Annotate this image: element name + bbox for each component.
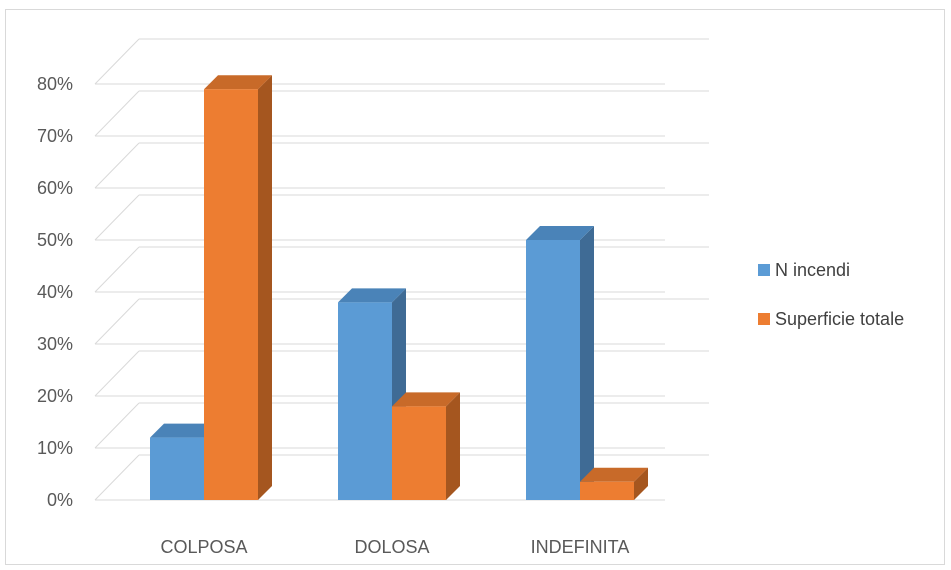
bar-side (258, 75, 272, 500)
gridline-side (94, 90, 140, 137)
bar-top (392, 392, 460, 407)
gridline-side (94, 298, 140, 345)
gridline-side (94, 38, 140, 85)
bar (338, 302, 392, 500)
chart-area (5, 9, 945, 565)
gridline-side (94, 454, 140, 501)
bar (526, 240, 580, 500)
legend-label: Superficie totale (775, 309, 904, 329)
gridline-side (94, 350, 140, 397)
legend-swatch (758, 264, 770, 276)
bar (150, 437, 204, 500)
y-tick-label: 0% (47, 490, 73, 510)
gridline-side (94, 142, 140, 189)
bar-top (580, 467, 648, 482)
bar (392, 406, 446, 500)
gridline-side (94, 246, 140, 293)
bar-side (446, 392, 460, 500)
y-tick-label: 30% (37, 334, 73, 354)
bar-top (526, 226, 594, 240)
bar-top (150, 423, 218, 438)
y-tick-label: 50% (37, 230, 73, 250)
bar-top (204, 75, 272, 90)
bar-top (338, 288, 406, 303)
x-tick-label: INDEFINITA (531, 537, 630, 557)
y-tick-label: 80% (37, 74, 73, 94)
y-tick-label: 40% (37, 282, 73, 302)
y-tick-label: 60% (37, 178, 73, 198)
x-tick-label: COLPOSA (160, 537, 247, 557)
legend-label: N incendi (775, 260, 850, 280)
y-tick-label: 70% (37, 126, 73, 146)
y-tick-label: 10% (37, 438, 73, 458)
gridline-side (94, 194, 140, 241)
bar (204, 89, 258, 500)
y-tick-label: 20% (37, 386, 73, 406)
bar-side (634, 467, 648, 500)
bar-side (580, 226, 594, 500)
legend-swatch (758, 313, 770, 325)
gridline-side (94, 402, 140, 449)
bar (580, 481, 634, 500)
x-tick-label: DOLOSA (354, 537, 429, 557)
